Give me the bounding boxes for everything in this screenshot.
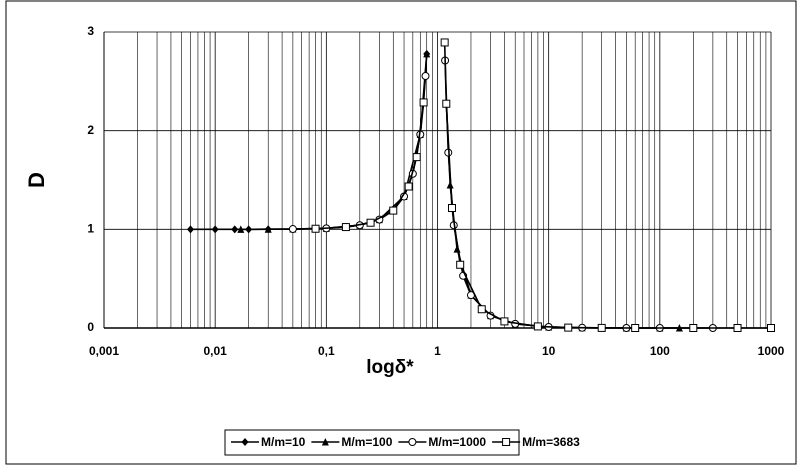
x-tick-label: 0,1 <box>318 344 335 358</box>
marker <box>597 323 606 332</box>
marker <box>631 324 640 332</box>
marker <box>241 438 249 446</box>
marker <box>533 322 542 331</box>
marker <box>211 225 219 234</box>
x-tick-label: 0,001 <box>89 344 119 358</box>
x-tick-label: 1 <box>434 344 441 358</box>
marker <box>408 438 417 446</box>
marker <box>288 225 297 234</box>
marker <box>404 182 413 191</box>
marker <box>421 72 430 81</box>
legend-box <box>224 429 520 456</box>
legend-label: M/m=3683 <box>522 435 580 449</box>
marker <box>733 324 742 332</box>
marker <box>187 225 195 234</box>
marker <box>366 218 375 227</box>
marker <box>423 49 431 58</box>
marker <box>564 323 573 332</box>
y-tick-label: 1 <box>87 222 94 236</box>
y-tick-label: 2 <box>87 123 94 137</box>
marker <box>237 225 245 233</box>
marker <box>689 324 698 332</box>
legend-label: M/m=100 <box>341 435 392 449</box>
y-tick-label: 0 <box>87 320 94 334</box>
marker <box>419 98 428 107</box>
marker <box>264 225 272 233</box>
y-tick-label: 3 <box>87 24 94 38</box>
marker <box>456 260 465 269</box>
marker <box>442 99 451 108</box>
marker <box>311 224 320 233</box>
x-tick-label: 10 <box>542 344 556 358</box>
marker <box>767 324 775 332</box>
x-tick-label: 1000 <box>758 344 785 358</box>
marker <box>412 153 421 162</box>
marker <box>502 438 511 446</box>
marker <box>341 223 350 232</box>
marker <box>231 225 239 234</box>
legend-label: M/m=1000 <box>428 435 486 449</box>
x-tick-label: 0,01 <box>203 344 227 358</box>
marker <box>321 438 329 446</box>
x-axis-label: logδ* <box>366 357 414 378</box>
marker <box>477 305 486 314</box>
legend-label: M/m=10 <box>261 435 306 449</box>
marker <box>447 204 456 213</box>
x-tick-label: 100 <box>650 344 670 358</box>
marker <box>389 206 398 215</box>
marker <box>500 317 509 326</box>
marker <box>440 38 449 47</box>
y-axis-label: D <box>24 172 49 188</box>
